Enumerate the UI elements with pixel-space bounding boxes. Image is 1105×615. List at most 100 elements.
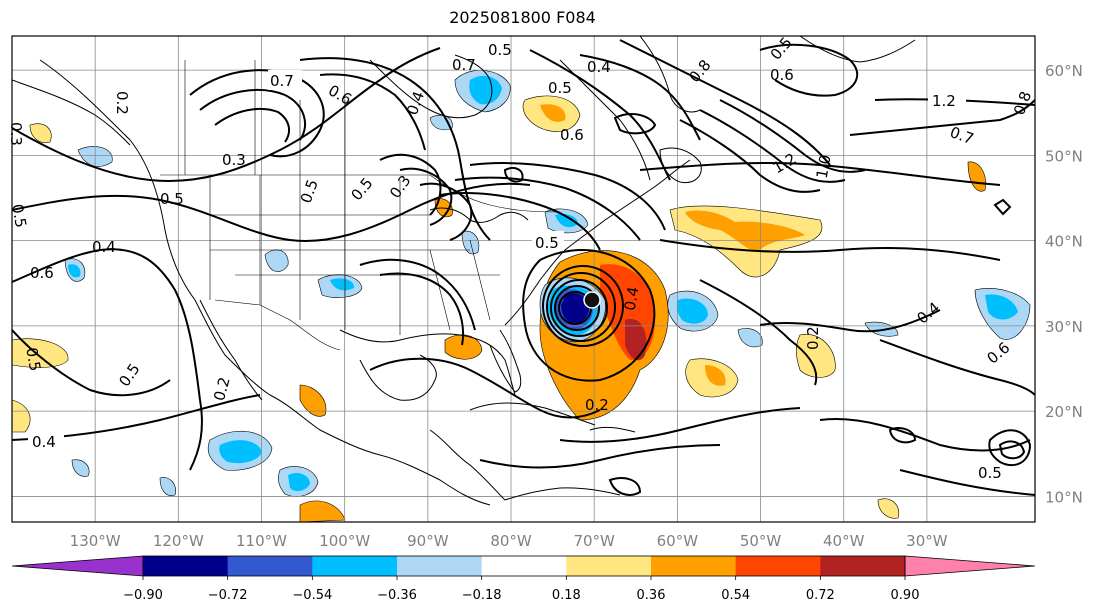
colorbar-extend-high <box>904 555 1036 577</box>
contour-label: 0.6 <box>325 81 355 109</box>
colorbar-segment <box>820 556 906 576</box>
map-frame <box>11 35 1036 523</box>
colorbar-segment <box>312 556 398 576</box>
warm-anomaly-west-pacific <box>12 338 69 368</box>
cold-anomaly-atlantic-core <box>676 298 708 324</box>
storm-contour <box>554 285 600 331</box>
warm-anomaly-bc <box>29 123 52 143</box>
latitude-tick-label: 10°N <box>1045 488 1083 506</box>
latitude-labels: 60°N 50°N 40°N 30°N 20°N 10°N <box>1045 62 1083 506</box>
contour-label: 0.5 <box>115 360 143 390</box>
coastline-gulf <box>339 329 516 396</box>
contour-label: 0.5 <box>548 79 572 97</box>
colorbar: −0.90 −0.72 −0.54 −0.36 −0.18 0.18 0.36 0.54 0.7… <box>11 555 1036 603</box>
contour-label: 0.4 <box>913 298 943 327</box>
contour-line <box>888 427 917 444</box>
contour-label: 1.2 <box>932 92 956 110</box>
contour-lines <box>12 39 1035 496</box>
shaded-field <box>12 70 1031 522</box>
colorbar-segment <box>566 556 652 576</box>
contour-label: 0.6 <box>983 338 1013 367</box>
contour-label: 0.5 <box>978 464 1002 482</box>
coastline-hispaniola <box>589 426 636 433</box>
contour-line <box>319 73 426 151</box>
contour-label: 0.3 <box>386 172 414 202</box>
contour-label: 0.2 <box>210 375 234 403</box>
contour-line <box>699 109 846 183</box>
longitude-tick-label: 40°W <box>823 532 865 550</box>
contour-label: 1.0 <box>813 153 835 180</box>
contour-line <box>399 167 453 226</box>
contour-label: 0.6 <box>770 66 794 84</box>
longitude-tick-label: 120°W <box>153 532 204 550</box>
contour-line <box>719 99 866 173</box>
contour-label: 0.4 <box>587 58 611 76</box>
border-states-10 <box>469 239 491 321</box>
colorbar-tick-label: 0.36 <box>637 588 666 603</box>
contour-line <box>479 444 721 469</box>
contour-label: 0.3 <box>222 151 246 169</box>
longitude-tick-label: 80°W <box>490 532 532 550</box>
coastlines <box>12 36 916 506</box>
colorbar-tick-label: 0.54 <box>721 588 750 603</box>
latitude-tick-label: 20°N <box>1045 403 1083 421</box>
cold-anomaly-cuba <box>737 328 763 348</box>
border-us-mexico <box>214 299 341 351</box>
longitude-tick-label: 30°W <box>906 532 948 550</box>
colorbar-extend-low <box>11 555 144 577</box>
contour-line <box>993 198 1012 216</box>
coastline-pacific <box>39 59 491 506</box>
contour-label: 0.5 <box>297 177 322 206</box>
contour-label: 0.3 <box>7 122 25 146</box>
coastline-yucatan <box>359 354 437 401</box>
colorbar-tick-label: −0.54 <box>292 588 332 603</box>
warm-anomaly-pacific-low <box>12 399 31 433</box>
contour-label: 0.4 <box>403 89 428 118</box>
longitude-tick-label: 100°W <box>319 532 370 550</box>
contour-label: 0.4 <box>621 285 643 312</box>
contour-label: 0.5 <box>347 174 376 204</box>
contour-line <box>214 107 291 143</box>
coastline-alaska <box>12 79 131 146</box>
border-states-9 <box>429 249 451 331</box>
cold-anomaly-south-pacific <box>159 477 176 496</box>
contour-line <box>819 418 1031 452</box>
longitude-tick-label: 50°W <box>740 532 782 550</box>
contour-line <box>439 192 601 251</box>
cold-anomaly-canada-core <box>469 75 502 105</box>
contour-line <box>659 239 1001 261</box>
colorbar-tick-label: 0.72 <box>806 588 835 603</box>
colorbar-frame <box>142 555 906 577</box>
latitude-tick-label: 60°N <box>1045 62 1083 80</box>
colorbar-tick-label: −0.18 <box>462 588 502 603</box>
contour-label: 0.5 <box>160 190 184 208</box>
contour-line <box>639 161 1001 186</box>
longitude-tick-label: 130°W <box>70 532 121 550</box>
coastline-south-america <box>504 487 621 501</box>
cold-anomaly-mexico-core <box>219 440 262 464</box>
contour-line <box>359 258 476 331</box>
colorbar-segment <box>735 556 821 576</box>
contour-line <box>189 69 325 158</box>
coastline-baja <box>199 299 263 401</box>
contour-line <box>12 47 441 182</box>
colorbar-segment <box>651 556 737 576</box>
contour-line <box>998 440 1026 460</box>
contour-line <box>619 39 831 166</box>
colorbar-segment <box>397 556 483 576</box>
warm-anomaly-mexico <box>299 384 327 417</box>
contour-labels: 0.7 0.4 0.5 0.5 0.4 0.8 1.2 0.8 0.7 1.2 … <box>7 34 1035 482</box>
longitude-tick-label: 60°W <box>657 532 699 550</box>
contour-line <box>369 357 601 419</box>
contour-label: 0.4 <box>92 238 116 256</box>
border-canada-us <box>160 174 561 213</box>
longitude-tick-label: 90°W <box>407 532 449 550</box>
colorbar-tick-label: 0.90 <box>891 588 920 603</box>
latitude-tick-label: 50°N <box>1045 147 1083 165</box>
contour-line <box>988 429 1032 467</box>
warm-anomaly-south <box>299 500 346 522</box>
cold-anomaly-pacific-south-core <box>288 473 310 492</box>
contour-label: 0.5 <box>22 346 44 373</box>
contour-line <box>469 162 666 231</box>
